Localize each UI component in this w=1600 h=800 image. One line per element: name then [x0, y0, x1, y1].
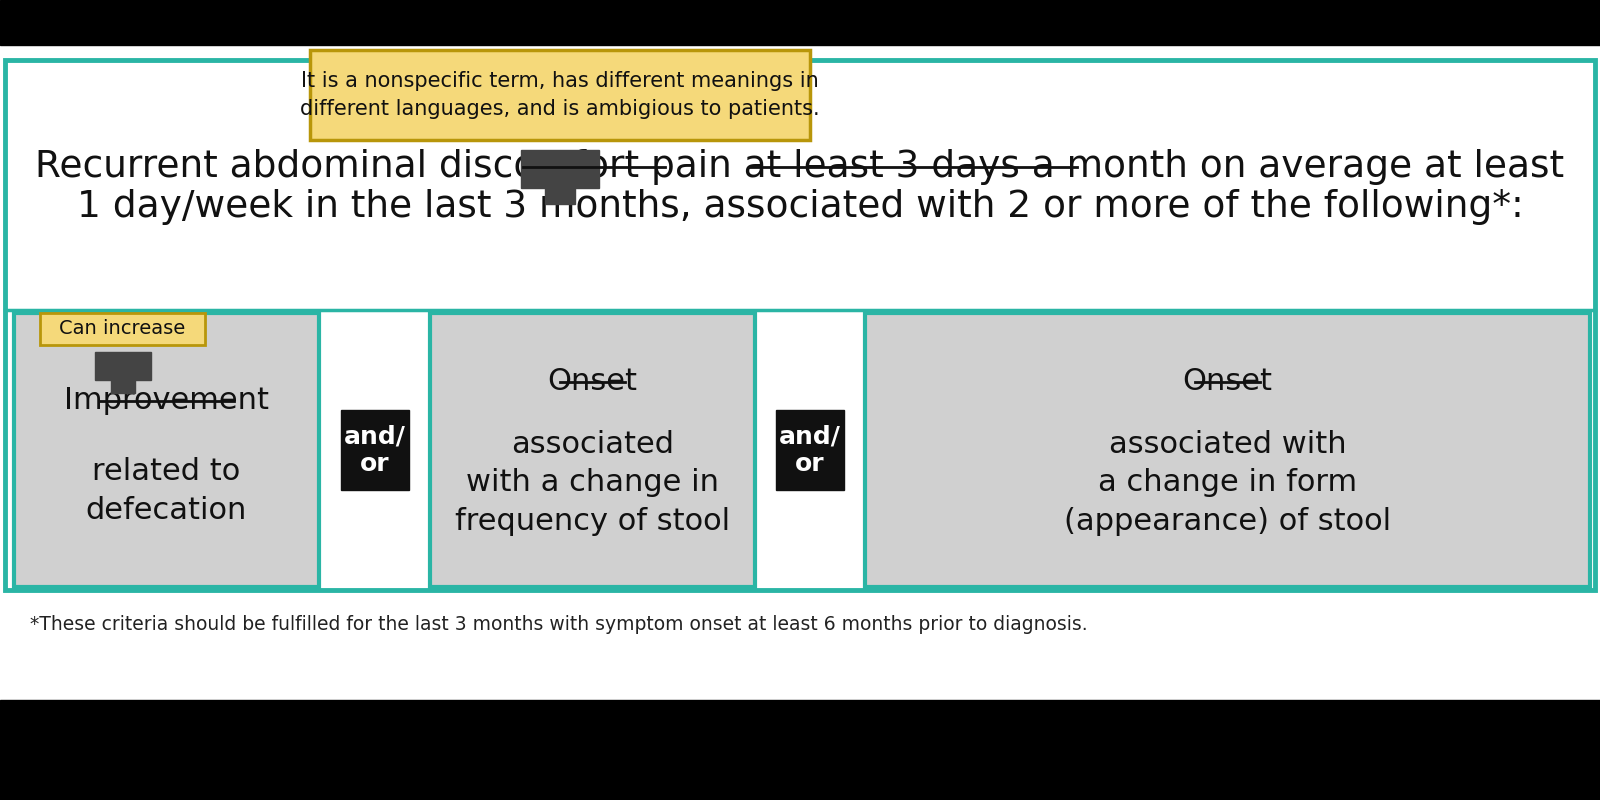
Bar: [110, 380, 134, 393]
Bar: [341, 410, 408, 490]
FancyBboxPatch shape: [430, 313, 755, 587]
Text: Onset: Onset: [1182, 367, 1272, 396]
Bar: [94, 352, 150, 380]
Bar: [0, 0, 1600, 45]
Text: and/
or: and/ or: [344, 424, 405, 476]
Bar: [0, 700, 1600, 800]
Text: and/
or: and/ or: [779, 424, 842, 476]
FancyBboxPatch shape: [5, 60, 1595, 590]
FancyBboxPatch shape: [40, 313, 205, 345]
Text: It is a nonspecific term, has different meanings in
different languages, and is : It is a nonspecific term, has different …: [301, 71, 819, 119]
Text: 1 day/week in the last 3 months, associated with 2 or more of the following*:: 1 day/week in the last 3 months, associa…: [77, 189, 1523, 225]
Text: Onset: Onset: [547, 367, 637, 396]
Bar: [776, 410, 845, 490]
FancyBboxPatch shape: [310, 50, 810, 140]
Text: Can increase: Can increase: [59, 319, 186, 338]
Text: associated
with a change in
frequency of stool: associated with a change in frequency of…: [454, 430, 730, 535]
FancyBboxPatch shape: [14, 313, 318, 587]
Bar: [522, 150, 598, 188]
FancyBboxPatch shape: [866, 313, 1590, 587]
Text: related to
defecation: related to defecation: [86, 458, 246, 525]
Text: Recurrent abdominal discomfort pain at least 3 days a month on average at least: Recurrent abdominal discomfort pain at l…: [35, 149, 1565, 185]
Bar: [546, 188, 574, 204]
Text: *These criteria should be fulfilled for the last 3 months with symptom onset at : *These criteria should be fulfilled for …: [30, 615, 1088, 634]
Text: associated with
a change in form
(appearance) of stool: associated with a change in form (appear…: [1064, 430, 1390, 535]
Text: Improvement: Improvement: [64, 386, 269, 415]
